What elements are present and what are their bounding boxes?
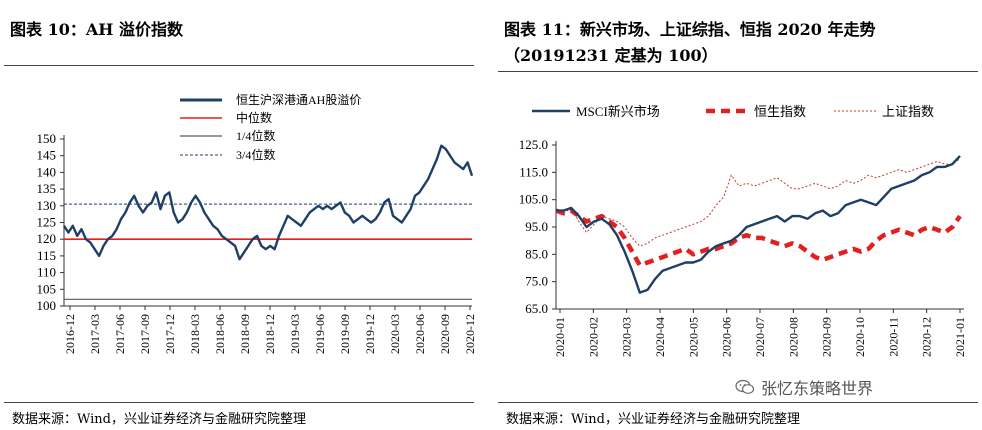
left-x-tick-label: 2017-09: [138, 314, 152, 354]
right-y-tick-label: 65.0: [525, 301, 548, 316]
left-y-tick-label: 115: [37, 248, 56, 263]
right-x-tick-label: 2020-09: [820, 317, 834, 357]
left-y-tick-label: 140: [37, 164, 57, 179]
right-source-note: 数据来源：Wind，兴业证券经济与金融研究院整理: [506, 412, 800, 427]
right-y-tick-label: 75.0: [525, 274, 548, 289]
right-source-rule: [498, 402, 978, 403]
right-x-tick-label: 2020-08: [786, 317, 800, 357]
right-chart-title: 图表 11：新兴市场、上证综指、恒指 2020 年走势 （20191231 定基…: [504, 17, 876, 69]
left-y-tick-label: 150: [37, 131, 57, 146]
right-title-line2: （20191231 定基为 100）: [504, 46, 718, 65]
right-y-tick-label: 95.0: [525, 219, 548, 234]
right-y-tick-label: 85.0: [525, 246, 548, 261]
shanghai-series-line: [555, 158, 961, 247]
left-source-note: 数据来源：Wind，兴业证券经济与金融研究院整理: [12, 412, 306, 427]
left-x-tick-label: 2019-06: [313, 314, 327, 354]
left-x-tick-label: 2018-12: [263, 314, 277, 354]
left-y-tick-label: 110: [37, 265, 56, 280]
left-y-tick-label: 105: [37, 281, 57, 296]
right-x-tick-label: 2020-01: [553, 317, 567, 357]
legend-hang-seng-label: 恒生指数: [754, 104, 806, 119]
right-x-tick-label: 2020-07: [753, 317, 767, 357]
left-x-tick-label: 2017-12: [163, 314, 177, 354]
right-chart-panel: 图表 11：新兴市场、上证综指、恒指 2020 年走势 （20191231 定基…: [494, 0, 982, 430]
left-y-tick-label: 120: [37, 231, 57, 246]
left-x-tick-label: 2016-12: [63, 314, 77, 354]
ah-premium-chart: 1001051101151201251301351401451502016-12…: [37, 93, 478, 354]
right-x-tick-label: 2020-05: [686, 317, 700, 357]
left-x-tick-label: 2018-03: [188, 314, 202, 354]
left-x-tick-label: 2019-12: [363, 314, 377, 354]
left-y-tick-label: 100: [37, 298, 57, 313]
legend-ah-premium-label: 恒生沪深港通AH股溢价: [236, 93, 361, 107]
watermark: 张忆东策略世界: [735, 375, 873, 399]
left-y-tick-label: 130: [37, 198, 57, 213]
left-chart-panel: 图表 10：AH 溢价指数 100 105 110 115 120 125 130 135 14…: [0, 0, 478, 430]
ah-premium-series-line: [62, 144, 474, 261]
right-title-line1: 图表 11：新兴市场、上证综指、恒指 2020 年走势: [504, 20, 876, 39]
right-x-tick-label: 2020-04: [653, 317, 667, 357]
market-trend-chart: 65.0 75.0 85.0 95.0 105.0 115.0 125.0 2020-01 20…: [519, 104, 967, 357]
watermark-text: 张忆东策略世界: [761, 379, 874, 398]
hang-seng-series-line: [555, 208, 962, 268]
right-x-tick-label: 2020-12: [920, 317, 934, 357]
left-x-tick-label: 2018-09: [238, 314, 252, 354]
legend-median-label: 中位数: [236, 110, 272, 125]
right-x-tick-label: 2020-02: [586, 317, 600, 357]
right-x-tick-label: 2020-06: [720, 317, 734, 357]
left-x-tick-label: 2020-06: [413, 314, 427, 354]
left-y-tick-label: 145: [37, 148, 57, 163]
legend-shanghai-label: 上证指数: [882, 104, 934, 119]
right-y-tick-label: 115.0: [519, 164, 548, 179]
wechat-icon: [735, 379, 755, 394]
left-x-tick-label: 2018-06: [213, 314, 227, 354]
left-y-tick-label: 125: [37, 215, 57, 230]
right-y-tick-label: 105.0: [519, 192, 548, 207]
right-title-rule: [498, 71, 978, 72]
legend-q1-label: 1/4位数: [236, 128, 275, 143]
left-x-tick-label: 2019-09: [338, 314, 352, 354]
msci-em-series-line: [556, 155, 961, 294]
legend-q3-label: 3/4位数: [236, 147, 275, 162]
left-x-tick-label: 2017-03: [88, 314, 102, 354]
left-y-tick-label: 135: [37, 181, 57, 196]
left-source-rule: [4, 402, 474, 403]
legend-msci-em-label: MSCI新兴市场: [576, 104, 660, 119]
left-x-tick-label: 2019-03: [288, 314, 302, 354]
right-y-tick-label: 125.0: [519, 137, 548, 152]
right-x-tick-label: 2020-11: [886, 317, 900, 357]
left-chart-title: 图表 10：AH 溢价指数: [10, 20, 183, 39]
left-title-rule: [4, 65, 474, 66]
left-x-tick-label: 2020-09: [438, 314, 452, 354]
right-x-tick-label: 2021-01: [953, 317, 967, 357]
left-x-tick-label: 2017-06: [113, 314, 127, 354]
left-x-tick-label: 2020-12: [463, 314, 477, 354]
right-x-tick-label: 2020-10: [853, 317, 867, 357]
right-x-tick-label: 2020-03: [620, 317, 634, 357]
left-x-tick-label: 2020-03: [388, 314, 402, 354]
